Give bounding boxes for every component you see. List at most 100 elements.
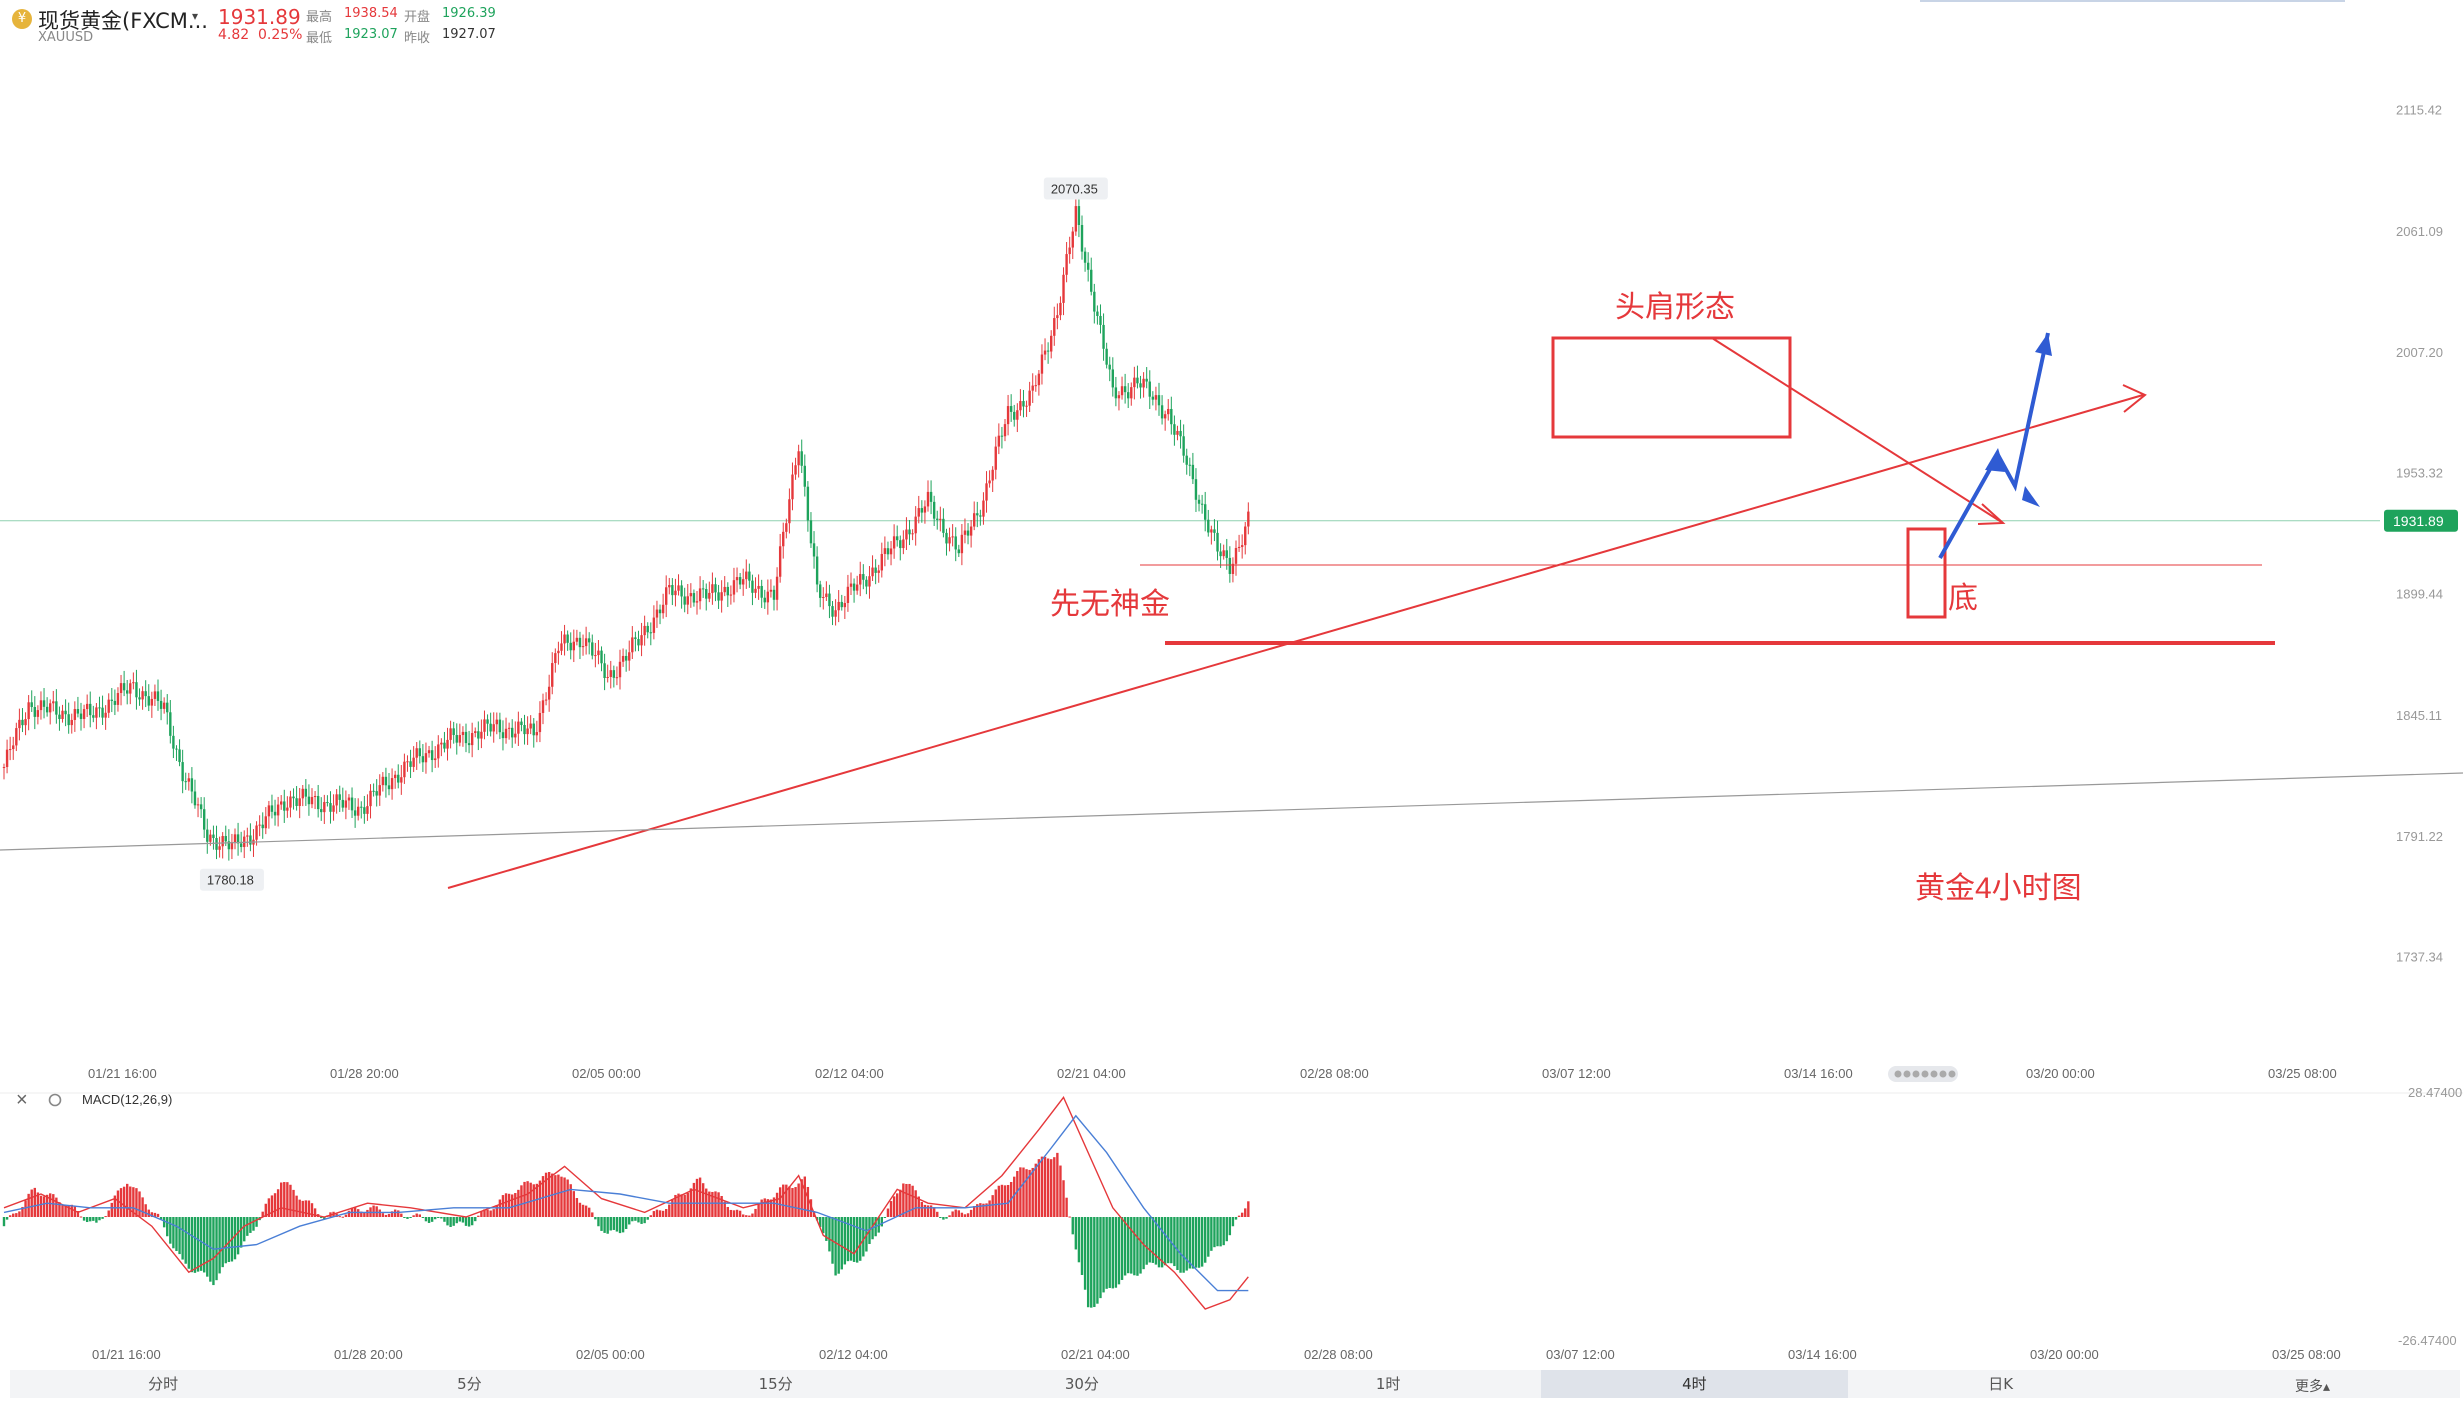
macd-bar xyxy=(261,1211,264,1217)
macd-bar xyxy=(628,1217,631,1225)
macd-bar xyxy=(501,1195,505,1217)
candle-body xyxy=(547,686,551,700)
macd-bar xyxy=(1151,1217,1155,1263)
candle-body xyxy=(85,703,89,710)
candle-body xyxy=(723,586,726,593)
candle-body xyxy=(2,767,6,769)
macd-bar xyxy=(347,1210,351,1217)
macd-bar xyxy=(190,1217,194,1273)
candle-body xyxy=(951,536,954,538)
price-change-pct: 0.25% xyxy=(258,27,303,43)
tab-15分[interactable]: 15分 xyxy=(758,1375,793,1393)
candle-body xyxy=(1207,519,1210,533)
macd-bar xyxy=(1179,1217,1182,1273)
macd-bar xyxy=(772,1197,776,1217)
candle-body xyxy=(1022,401,1025,407)
candle-body xyxy=(21,719,24,726)
macd-bar xyxy=(535,1183,539,1217)
last-price-tag-label: 1931.89 xyxy=(2393,513,2444,529)
candle-body xyxy=(763,597,766,603)
chart-title-label: 黄金4小时图 xyxy=(1915,872,2082,905)
macd-bar xyxy=(129,1186,132,1217)
macd-bar xyxy=(1083,1217,1087,1290)
macd-bar xyxy=(732,1210,736,1217)
tab-4时[interactable]: 4时 xyxy=(1541,1370,1848,1398)
macd-bar xyxy=(896,1193,899,1217)
macd-bar xyxy=(1108,1217,1111,1288)
macd-bar xyxy=(446,1217,449,1226)
macd-bar xyxy=(1176,1217,1179,1271)
macd-bar xyxy=(674,1194,677,1217)
macd-bar xyxy=(76,1210,80,1217)
macd-bar xyxy=(926,1205,930,1217)
macd-bar xyxy=(1013,1176,1016,1217)
candle-body xyxy=(1139,383,1142,388)
macd-bar xyxy=(954,1209,957,1217)
candle-body xyxy=(572,641,575,651)
y-tick-label: 1899.44 xyxy=(2396,586,2443,601)
macd-bar xyxy=(1204,1217,1207,1263)
macd-bar xyxy=(643,1217,646,1224)
low-value: 1923.07 xyxy=(344,27,398,42)
macd-bar xyxy=(985,1203,988,1217)
macd-bar xyxy=(289,1184,292,1217)
candle-body xyxy=(889,548,893,555)
candle-body xyxy=(138,697,141,700)
candle-body xyxy=(677,585,680,591)
tab-5分[interactable]: 5分 xyxy=(457,1375,482,1393)
macd-bar xyxy=(199,1217,203,1271)
more-button[interactable]: 更多▴ xyxy=(2295,1379,2331,1395)
x-tick-label: 02/28 08:00 xyxy=(1300,1066,1369,1081)
macd-bar xyxy=(800,1179,803,1217)
macd-bar xyxy=(945,1217,948,1219)
macd-bar xyxy=(979,1203,982,1217)
macd-bar xyxy=(683,1194,686,1217)
candle-body xyxy=(874,567,877,573)
macd-bar xyxy=(1240,1212,1244,1217)
candle-body xyxy=(150,698,154,706)
macd-bar xyxy=(618,1217,622,1234)
candle-body xyxy=(689,593,693,597)
macd-bar xyxy=(1016,1171,1019,1217)
open-label: 开盘 xyxy=(404,10,431,25)
scroll-dot xyxy=(1921,1070,1929,1078)
candle-body xyxy=(1160,405,1164,419)
instrument-name[interactable]: 现货黄金(FXCM... xyxy=(38,9,208,33)
macd-x-tick-label: 02/05 00:00 xyxy=(576,1347,645,1362)
candle-body xyxy=(1034,385,1037,387)
macd-bar xyxy=(1163,1217,1167,1266)
candle-body xyxy=(1185,455,1188,465)
macd-bar xyxy=(1046,1158,1050,1217)
macd-bar xyxy=(1130,1217,1133,1274)
prev-close-label: 昨收 xyxy=(404,31,431,46)
candle-body xyxy=(338,794,341,800)
candle-body xyxy=(116,693,120,705)
macd-bar xyxy=(791,1188,794,1217)
tab-30分[interactable]: 30分 xyxy=(1064,1375,1099,1393)
candle-body xyxy=(871,567,874,577)
candle-body xyxy=(849,583,853,587)
candle-body xyxy=(313,795,317,798)
tab-分时[interactable]: 分时 xyxy=(148,1375,179,1393)
macd-bar xyxy=(85,1217,89,1223)
macd-bar xyxy=(911,1185,914,1217)
tab-日K[interactable]: 日K xyxy=(1988,1375,2014,1393)
macd-bar xyxy=(554,1175,557,1217)
candle-body xyxy=(661,604,665,614)
chevron-down-icon[interactable]: ▾ xyxy=(192,9,199,23)
candle-body xyxy=(320,809,323,813)
candle-body xyxy=(409,761,412,767)
macd-bar xyxy=(58,1202,61,1217)
candle-body xyxy=(92,715,95,718)
macd-bar xyxy=(8,1215,12,1217)
tab-1时[interactable]: 1时 xyxy=(1375,1375,1401,1393)
macd-bar xyxy=(748,1215,751,1217)
candle-body xyxy=(1120,386,1124,396)
macd-bar xyxy=(514,1193,517,1217)
macd-bar xyxy=(852,1217,856,1262)
candle-body xyxy=(1197,499,1201,504)
macd-bar xyxy=(393,1209,397,1217)
candle-body xyxy=(1151,396,1155,400)
macd-bar xyxy=(640,1217,643,1224)
